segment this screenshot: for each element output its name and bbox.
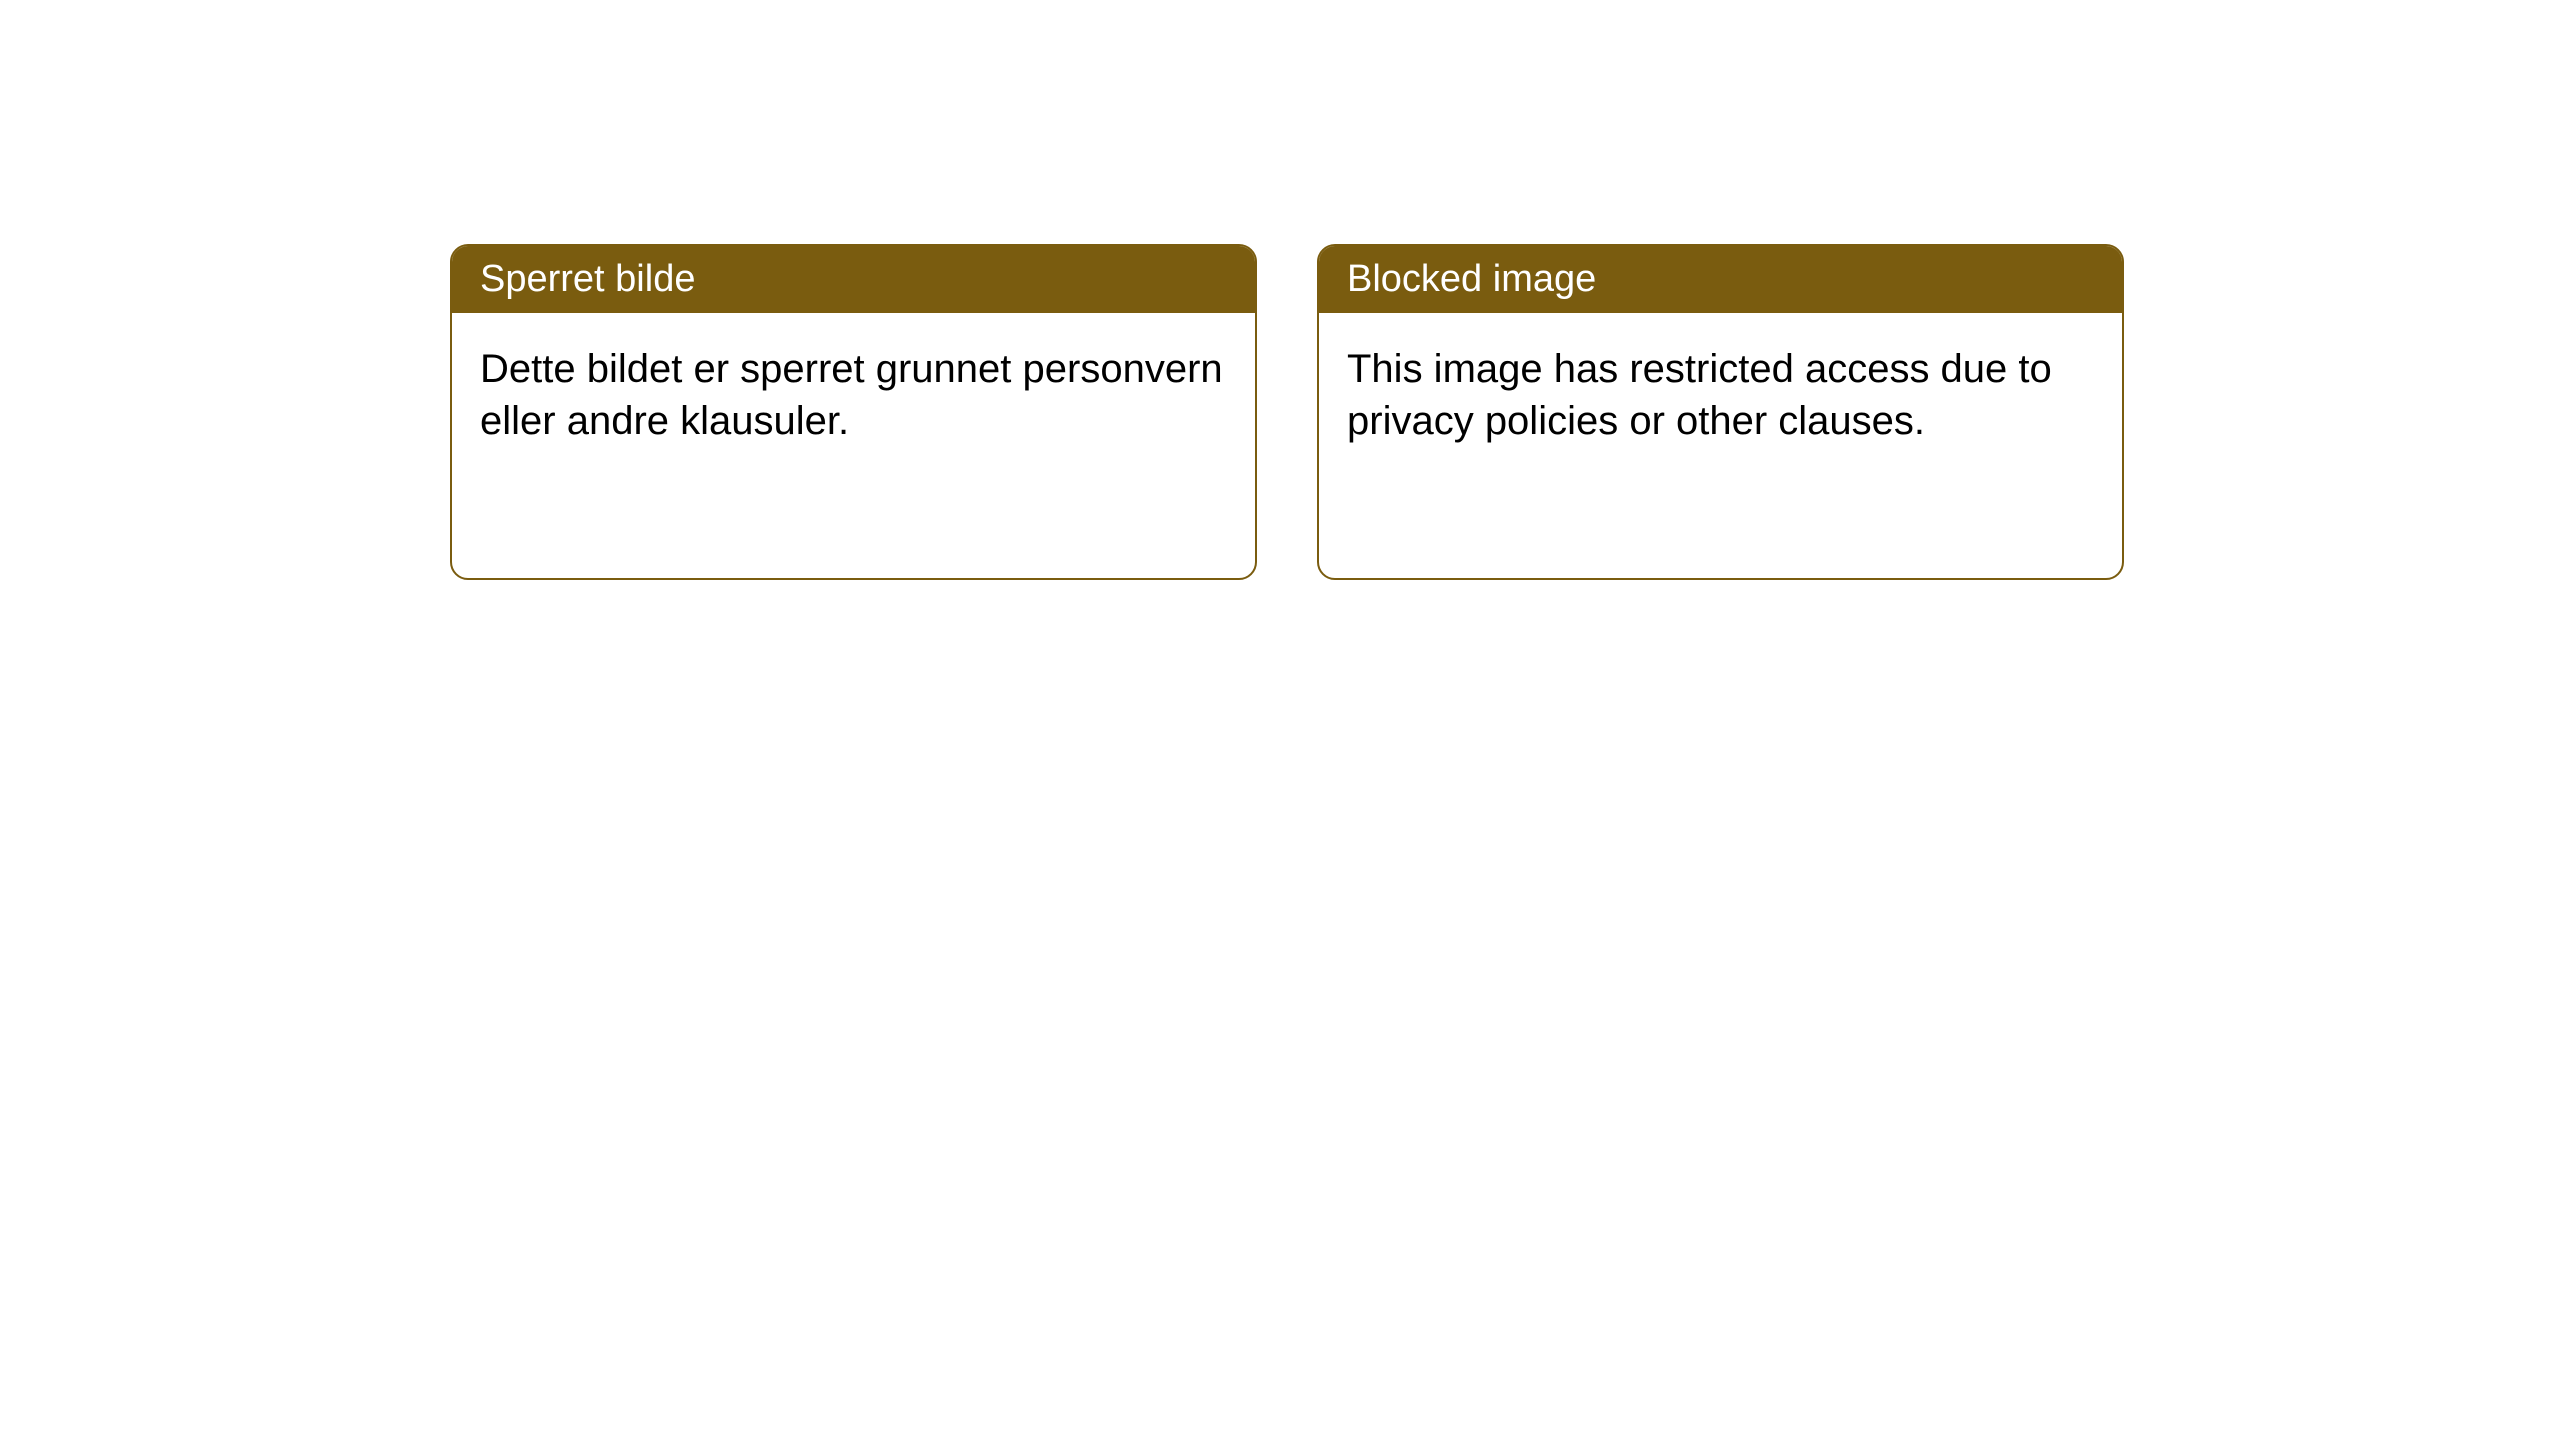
notice-body: Dette bildet er sperret grunnet personve… [452, 313, 1255, 477]
notice-card-norwegian: Sperret bilde Dette bildet er sperret gr… [450, 244, 1257, 580]
notice-body: This image has restricted access due to … [1319, 313, 2122, 477]
notice-header: Sperret bilde [452, 246, 1255, 313]
notice-title: Sperret bilde [480, 258, 695, 300]
notice-text: Dette bildet er sperret grunnet personve… [480, 347, 1223, 443]
notice-text: This image has restricted access due to … [1347, 347, 2052, 443]
notice-card-english: Blocked image This image has restricted … [1317, 244, 2124, 580]
notice-container: Sperret bilde Dette bildet er sperret gr… [450, 244, 2124, 580]
notice-title: Blocked image [1347, 258, 1596, 300]
notice-header: Blocked image [1319, 246, 2122, 313]
